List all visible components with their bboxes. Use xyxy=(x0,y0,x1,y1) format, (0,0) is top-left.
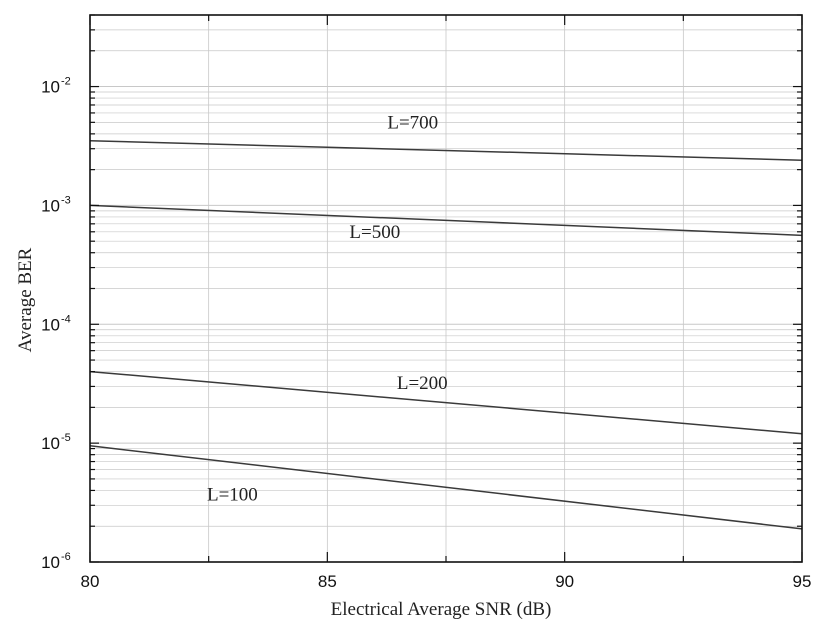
series-line-l-700 xyxy=(89,140,803,161)
series-line-l-500 xyxy=(89,204,803,237)
series-lines xyxy=(89,140,803,530)
series-label-l-100: L=100 xyxy=(207,484,258,505)
y-tick-label: 10 xyxy=(41,553,60,572)
y-tick-label: 10 xyxy=(41,78,60,97)
x-tick-label: 90 xyxy=(555,572,574,591)
series-line-l-200 xyxy=(89,370,803,435)
x-tick-label: 85 xyxy=(318,572,337,591)
series-label-l-200: L=200 xyxy=(397,373,448,394)
y-tick-label-exponent: -3 xyxy=(61,194,71,206)
series-label-l-500: L=500 xyxy=(349,222,400,243)
y-tick-label-exponent: -2 xyxy=(61,76,71,88)
y-axis-title: Average BER xyxy=(15,247,36,352)
y-tick-label-exponent: -5 xyxy=(61,432,71,444)
x-axis-title: Electrical Average SNR (dB) xyxy=(331,599,552,620)
y-tick-label-exponent: -4 xyxy=(61,313,71,325)
y-tick-label: 10 xyxy=(41,196,60,215)
y-tick-label: 10 xyxy=(41,315,60,334)
series-labels: L=700 L=500 L=200 L=100 xyxy=(207,112,448,505)
series-label-l-700: L=700 xyxy=(387,112,438,133)
y-tick-label-exponent: -6 xyxy=(61,551,71,563)
x-tick-label: 80 xyxy=(81,572,100,591)
series-line-l-100 xyxy=(89,445,803,530)
y-tick-label: 10 xyxy=(41,434,60,453)
x-tick-label: 95 xyxy=(793,572,812,591)
